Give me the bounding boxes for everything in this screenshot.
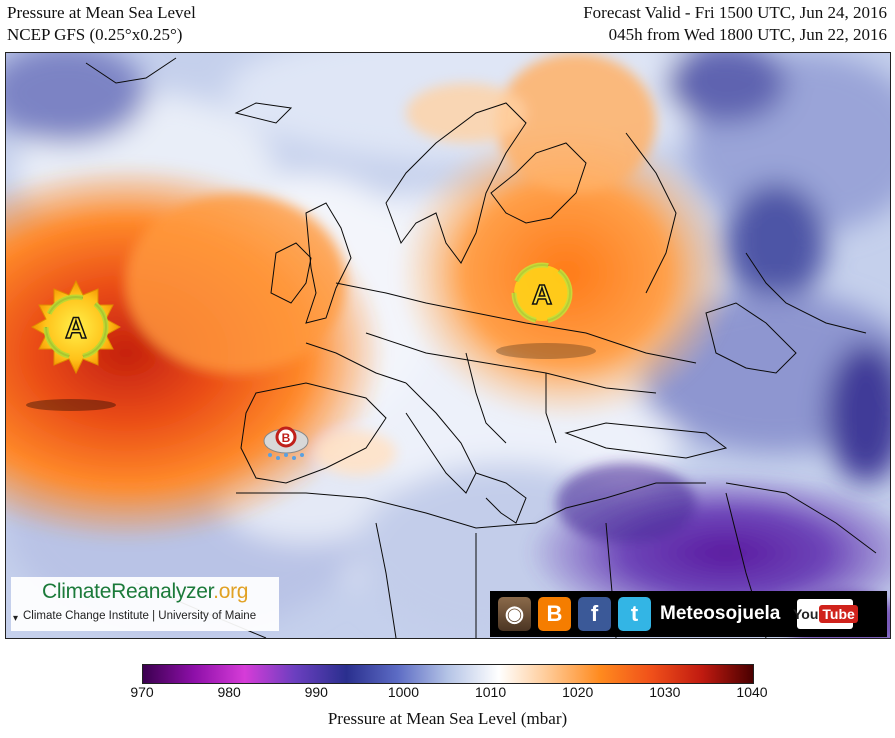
logo-mark-icon: ▾ <box>13 613 19 624</box>
high-label-east: A <box>532 279 552 310</box>
instagram-icon[interactable]: ◉ <box>498 597 531 631</box>
twitter-icon[interactable]: t <box>618 597 651 631</box>
colorbar-tick-label: 1030 <box>649 684 681 700</box>
forecast-lead: 045h from Wed 1800 UTC, Jun 22, 2016 <box>608 25 887 44</box>
map-title: Pressure at Mean Sea Level <box>7 3 196 22</box>
colorbar-tick-label: 1010 <box>474 684 507 700</box>
colorbar-title: Pressure at Mean Sea Level (mbar) <box>327 709 568 728</box>
low-pressure-symbol-iberia: B <box>263 426 309 460</box>
colorbar-tick-label: 970 <box>130 684 154 700</box>
social-name: Meteosojuela <box>660 603 781 624</box>
forecast-valid: Forecast Valid - Fri 1500 UTC, Jun 24, 2… <box>583 3 887 22</box>
high-label-atlantic: A <box>65 312 87 345</box>
map-svg: A A B <box>6 53 890 638</box>
pressure-map[interactable]: A A B ClimateReanalyzer.org ▾ Climate Ch… <box>5 52 891 639</box>
logo-subtitle: Climate Change Institute | University of… <box>23 610 257 622</box>
coastlines <box>85 57 877 638</box>
climate-reanalyzer-logo[interactable]: ClimateReanalyzer.org ▾ Climate Change I… <box>11 577 279 631</box>
colorbar <box>142 664 754 684</box>
low-label-iberia: B <box>282 431 291 445</box>
social-banner[interactable]: ◉ B f t Meteosojuela You Tube <box>490 591 887 637</box>
colorbar-tick-label: 980 <box>217 684 241 700</box>
colorbar-tick-label: 1040 <box>736 684 768 700</box>
header-right: Forecast Valid - Fri 1500 UTC, Jun 24, 2… <box>583 2 887 46</box>
high-pressure-symbol-east: A <box>496 262 596 359</box>
logo-title: ClimateReanalyzer.org <box>42 580 249 603</box>
colorbar-tick-label: 1020 <box>562 684 594 700</box>
facebook-icon[interactable]: f <box>578 597 611 631</box>
high-pressure-symbol-atlantic: A <box>26 279 122 411</box>
colorbar-tick-label: 1000 <box>387 684 419 700</box>
header-left: Pressure at Mean Sea Level NCEP GFS (0.2… <box>7 2 196 46</box>
youtube-icon[interactable]: You Tube <box>793 599 858 629</box>
blogger-icon[interactable]: B <box>538 597 571 631</box>
model-label: NCEP GFS (0.25°x0.25°) <box>7 25 183 44</box>
colorbar-tick-label: 990 <box>304 684 328 700</box>
